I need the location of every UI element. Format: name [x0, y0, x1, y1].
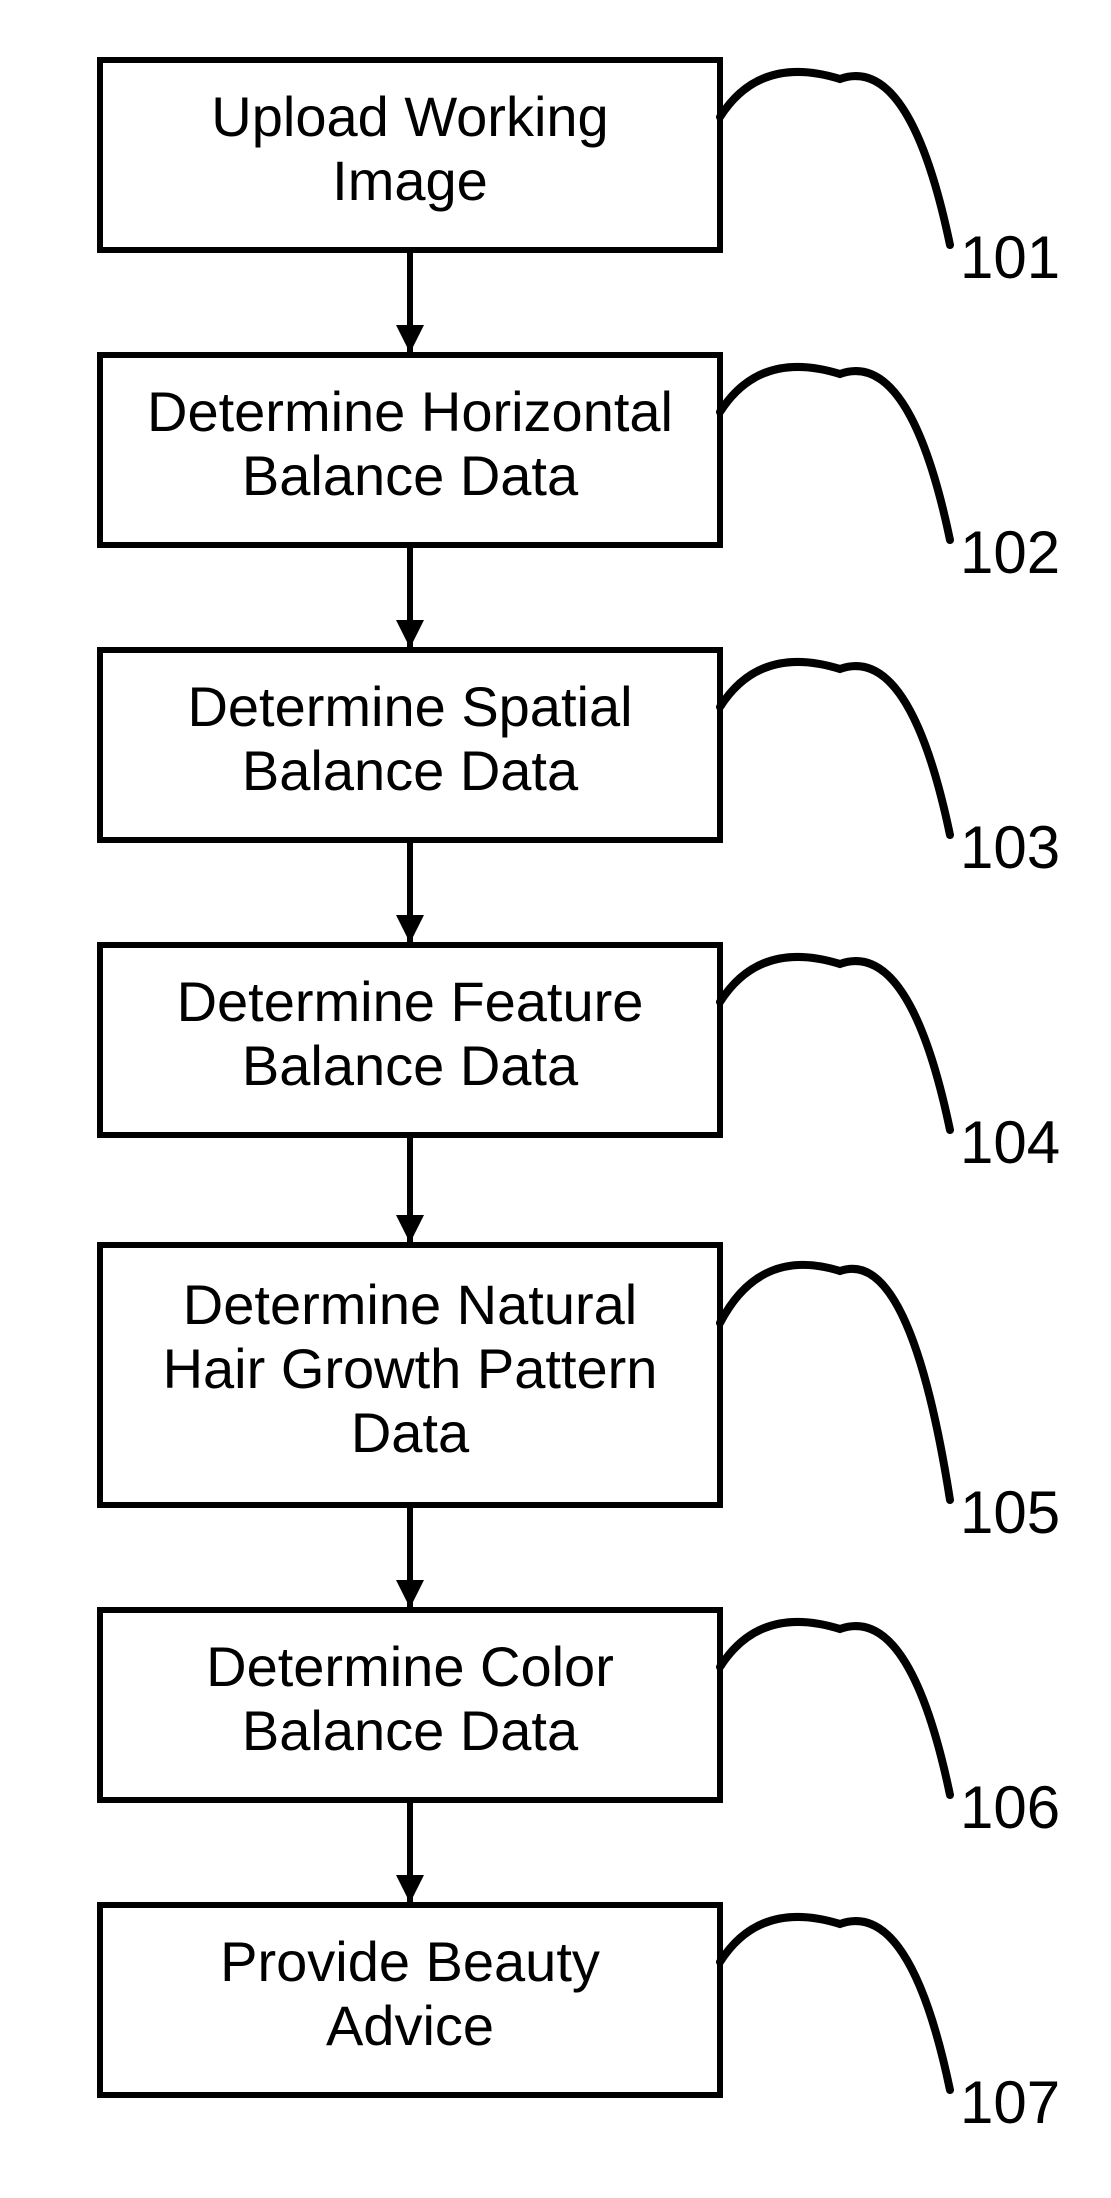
step-label: Determine ColorBalance Data	[206, 1635, 614, 1762]
step-label: Determine FeatureBalance Data	[177, 970, 644, 1097]
step-label-line: Determine Color	[206, 1635, 614, 1698]
step-label-line: Balance Data	[242, 1034, 579, 1097]
step-label-line: Hair Growth Pattern	[163, 1337, 658, 1400]
callout-number: 104	[960, 1109, 1060, 1176]
step-label-line: Upload Working	[211, 85, 608, 148]
step-label-line: Balance Data	[242, 444, 579, 507]
callout-number: 102	[960, 519, 1060, 586]
step-label-line: Determine Natural	[183, 1273, 637, 1336]
step-label-line: Image	[332, 149, 488, 212]
callout-number: 105	[960, 1479, 1060, 1546]
step-label-line: Provide Beauty	[220, 1930, 600, 1993]
step-label-line: Data	[351, 1401, 470, 1464]
step-label-line: Determine Feature	[177, 970, 644, 1033]
step-label-line: Advice	[326, 1994, 494, 2057]
step-label-line: Determine Horizontal	[147, 380, 673, 443]
callout-number: 106	[960, 1774, 1060, 1841]
callout-number: 107	[960, 2069, 1060, 2136]
step-label-line: Determine Spatial	[187, 675, 632, 738]
step-label: Determine SpatialBalance Data	[187, 675, 632, 802]
callout-number: 103	[960, 814, 1060, 881]
callout-number: 101	[960, 224, 1060, 291]
step-label-line: Balance Data	[242, 1699, 579, 1762]
step-label-line: Balance Data	[242, 739, 579, 802]
flowchart-canvas: Upload WorkingImage 101 Determine Horizont…	[0, 0, 1111, 2198]
